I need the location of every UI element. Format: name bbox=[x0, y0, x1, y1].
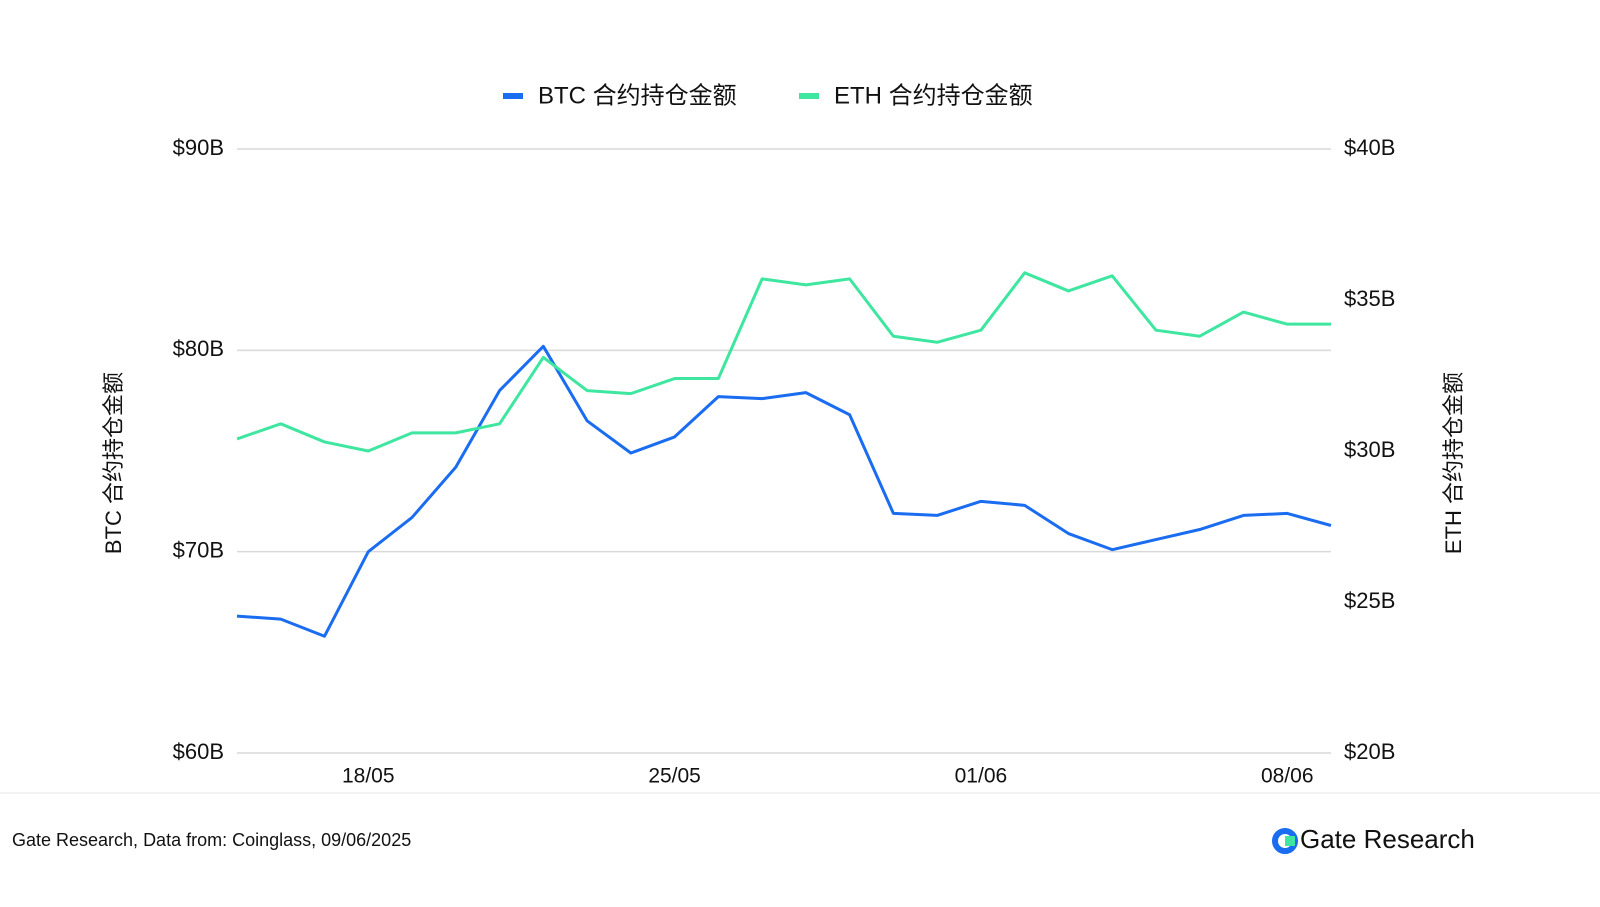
x-tick-label: 08/06 bbox=[1261, 765, 1314, 788]
y2-tick-label: $30B bbox=[1344, 437, 1395, 462]
x-tick-label: 18/05 bbox=[342, 765, 395, 788]
y2-tick-label: $20B bbox=[1344, 739, 1395, 764]
line-series bbox=[236, 344, 1332, 638]
y-tick-label: $80B bbox=[173, 336, 224, 361]
footer-brand: Gate Research bbox=[1300, 824, 1475, 854]
x-tick-label: 25/05 bbox=[648, 765, 701, 788]
y-axis-label: BTC 合约持仓金额 bbox=[101, 372, 126, 554]
x-tick-label: 01/06 bbox=[955, 765, 1008, 788]
line-series bbox=[236, 271, 1331, 453]
legend-swatch bbox=[799, 93, 819, 99]
y2-tick-label: $40B bbox=[1344, 135, 1395, 160]
brand-icon-square bbox=[1285, 836, 1295, 846]
footer-source: Gate Research, Data from: Coinglass, 09/… bbox=[12, 830, 411, 850]
y2-tick-label: $25B bbox=[1344, 588, 1395, 613]
y-tick-label: $90B bbox=[173, 135, 224, 160]
y-tick-label: $70B bbox=[173, 537, 224, 562]
legend-label: ETH 合约持仓金额 bbox=[834, 82, 1033, 109]
legend-swatch bbox=[503, 93, 523, 99]
y-tick-label: $60B bbox=[173, 739, 224, 764]
y2-tick-label: $35B bbox=[1344, 286, 1395, 311]
y2-axis-label: ETH 合约持仓金额 bbox=[1441, 372, 1466, 554]
legend-label: BTC 合约持仓金额 bbox=[538, 82, 737, 109]
